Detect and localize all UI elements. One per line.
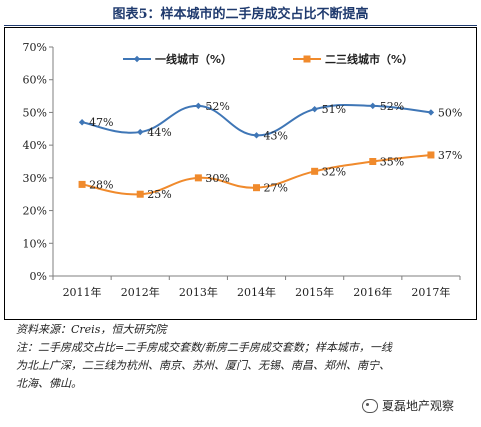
- wechat-icon: [362, 398, 378, 413]
- x-tick-label: 2015年: [295, 285, 334, 299]
- data-label: 51%: [322, 103, 346, 116]
- data-label: 52%: [380, 100, 404, 113]
- data-label: 35%: [380, 156, 404, 169]
- data-point: [253, 132, 260, 139]
- data-point: [136, 190, 144, 198]
- y-tick-label: 50%: [23, 106, 47, 119]
- data-point: [194, 174, 202, 182]
- x-tick-label: 2013年: [179, 285, 218, 299]
- data-point: [311, 105, 318, 113]
- data-label: 52%: [205, 100, 229, 113]
- data-label: 28%: [89, 178, 113, 191]
- note-line: 为北上广深，二三线为杭州、南京、苏州、厦门、无锡、南昌、郑州、南宁、: [16, 359, 390, 372]
- data-point: [253, 184, 260, 192]
- y-tick-label: 70%: [23, 41, 47, 54]
- note-line: 注：二手房成交占比=二手房成交套数/新房二手房成交套数；样本城市，一线: [16, 341, 392, 354]
- x-tick-label: 2011年: [63, 285, 102, 299]
- x-tick-label: 2016年: [353, 285, 392, 299]
- legend-marker: [303, 55, 311, 63]
- data-label: 27%: [264, 182, 288, 195]
- data-point: [137, 128, 144, 136]
- y-tick-label: 30%: [23, 172, 47, 185]
- line-chart: 0% 10% 20% 30% 40% 50% 60% 70% 2011年 2012年 2013年 20…: [23, 41, 463, 299]
- legend-marker: [133, 55, 141, 63]
- data-label: 32%: [322, 165, 346, 178]
- y-tick-label: 10%: [23, 237, 47, 250]
- data-label: 47%: [89, 116, 113, 129]
- title-divider: [4, 25, 477, 26]
- legend-label: 一线城市（%）: [155, 52, 232, 66]
- data-point: [78, 180, 86, 188]
- series-line-tier1: [81, 103, 432, 137]
- note-line: 北海、佛山。: [16, 377, 82, 390]
- data-point: [369, 102, 376, 110]
- data-label: 30%: [205, 172, 229, 185]
- data-point: [427, 109, 435, 116]
- data-label: 43%: [264, 129, 288, 142]
- data-point: [311, 167, 319, 175]
- watermark: 夏磊地产观察: [362, 397, 454, 414]
- data-point: [427, 151, 435, 159]
- y-tick-label: 0%: [30, 270, 47, 283]
- y-tick-label: 40%: [23, 139, 47, 152]
- data-point: [195, 102, 202, 110]
- data-label: 25%: [147, 188, 171, 201]
- data-label: 50%: [438, 106, 462, 119]
- watermark-text: 夏磊地产观察: [382, 399, 455, 413]
- legend-label: 二三线城市（%）: [325, 52, 413, 66]
- figure-title: 图表5：样本城市的二手房成交占比不断提高: [0, 0, 481, 24]
- x-tick-label: 2012年: [121, 285, 160, 299]
- data-label: 44%: [147, 126, 171, 139]
- data-label: 37%: [438, 149, 462, 162]
- x-tick-label: 2014年: [237, 285, 276, 299]
- y-tick-label: 20%: [23, 205, 47, 218]
- y-tick-label: 60%: [23, 74, 47, 87]
- data-point: [78, 119, 86, 126]
- chart-frame: [4, 27, 477, 320]
- figure-footer: 资料来源：Creis，恒大研究院 注：二手房成交占比=二手房成交套数/新房二手房…: [16, 321, 472, 393]
- data-point: [369, 158, 377, 165]
- source-note: 资料来源：Creis，恒大研究院: [16, 323, 167, 336]
- x-tick-label: 2017年: [411, 285, 450, 299]
